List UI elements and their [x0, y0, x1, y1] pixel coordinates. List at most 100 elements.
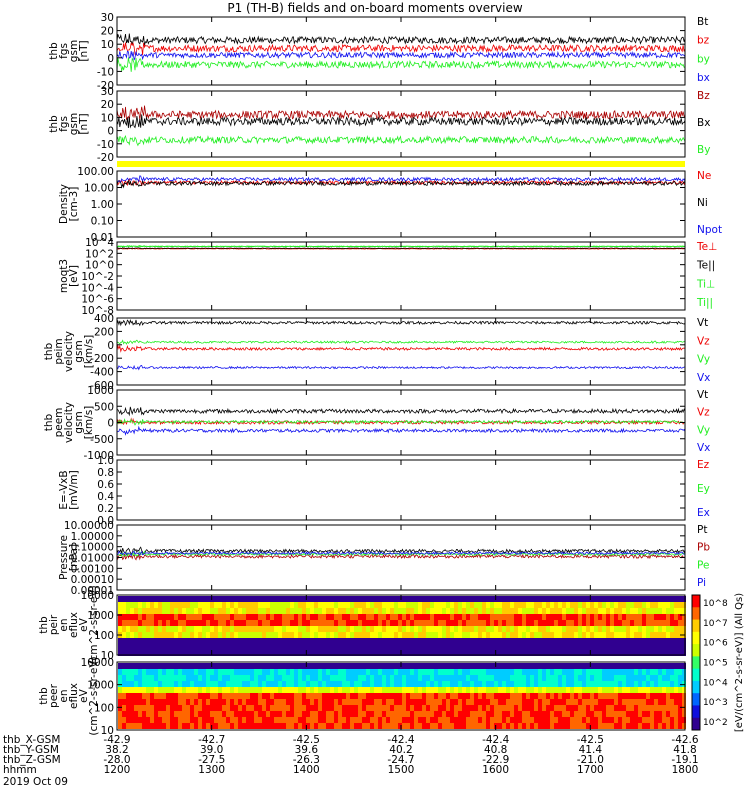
legend-entry: Vt: [697, 317, 708, 329]
heatmap-cell: [370, 596, 374, 602]
heatmap-cell: [330, 717, 334, 723]
heatmap-cell: [678, 711, 682, 717]
heatmap-cell: [382, 717, 386, 723]
heatmap-cell: [542, 693, 546, 699]
heatmap-cell: [442, 663, 446, 669]
heatmap-cell: [290, 608, 294, 614]
heatmap-cell: [126, 675, 130, 681]
heatmap-cell: [594, 626, 598, 632]
heatmap-cell: [450, 687, 454, 693]
heatmap-cell: [334, 693, 338, 699]
heatmap-cell: [610, 650, 614, 656]
heatmap-cell: [142, 644, 146, 650]
heatmap-cell: [346, 711, 350, 717]
heatmap-cell: [574, 699, 578, 705]
heatmap-cell: [586, 699, 590, 705]
heatmap-cell: [198, 675, 202, 681]
heatmap-cell: [246, 693, 250, 699]
heatmap-cell: [186, 650, 190, 656]
heatmap-cell: [198, 626, 202, 632]
heatmap-cell: [542, 632, 546, 638]
heatmap-cell: [230, 669, 234, 675]
heatmap-cell: [302, 699, 306, 705]
heatmap-cell: [218, 663, 222, 669]
y-tick-label: 30: [101, 12, 114, 24]
heatmap-cell: [534, 705, 538, 711]
heatmap-cell: [206, 638, 210, 644]
heatmap-cell: [366, 644, 370, 650]
heatmap-cell: [514, 717, 518, 723]
heatmap-cell: [206, 669, 210, 675]
heatmap-cell: [630, 693, 634, 699]
heatmap-cell: [570, 638, 574, 644]
heatmap-cell: [578, 723, 582, 729]
heatmap-cell: [302, 638, 306, 644]
heatmap-cell: [370, 620, 374, 626]
colorbar-label: [eV/(cm^2-s-sr-eV)] (All Qs): [734, 593, 745, 732]
heatmap-cell: [662, 717, 666, 723]
heatmap-cell: [402, 705, 406, 711]
heatmap-cell: [298, 705, 302, 711]
heatmap-cell: [202, 650, 206, 656]
heatmap-cell: [150, 693, 154, 699]
heatmap-cell: [454, 650, 458, 656]
heatmap-cell: [682, 663, 686, 669]
heatmap-cell: [238, 632, 242, 638]
heatmap-cell: [118, 687, 122, 693]
heatmap-cell: [474, 626, 478, 632]
heatmap-cell: [626, 650, 630, 656]
heatmap-cell: [562, 675, 566, 681]
heatmap-cell: [674, 723, 678, 729]
heatmap-cell: [178, 638, 182, 644]
heatmap-cell: [550, 596, 554, 602]
heatmap-cell: [258, 620, 262, 626]
heatmap-cell: [234, 699, 238, 705]
heatmap-cell: [534, 650, 538, 656]
heatmap-cell: [294, 608, 298, 614]
heatmap-cell: [426, 705, 430, 711]
footer-value: 40.8: [484, 744, 507, 756]
heatmap-cell: [506, 620, 510, 626]
heatmap-cell: [374, 626, 378, 632]
heatmap-cell: [398, 614, 402, 620]
heatmap-cell: [554, 638, 558, 644]
heatmap-cell: [202, 723, 206, 729]
heatmap-cell: [562, 711, 566, 717]
heatmap-cell: [278, 723, 282, 729]
heatmap-cell: [490, 711, 494, 717]
heatmap-cell: [206, 699, 210, 705]
heatmap-cell: [122, 711, 126, 717]
heatmap-cell: [358, 608, 362, 614]
heatmap-cell: [626, 663, 630, 669]
heatmap-cell: [402, 620, 406, 626]
heatmap-cell: [302, 614, 306, 620]
heatmap-cell: [366, 650, 370, 656]
heatmap-cell: [410, 620, 414, 626]
heatmap-cell: [466, 693, 470, 699]
heatmap-cell: [294, 705, 298, 711]
heatmap-cell: [478, 669, 482, 675]
heatmap-cell: [226, 723, 230, 729]
heatmap-cell: [490, 620, 494, 626]
series-line-Vy: [116, 418, 686, 426]
heatmap-cell: [450, 614, 454, 620]
heatmap-cell: [394, 687, 398, 693]
heatmap-cell: [210, 632, 214, 638]
heatmap-cell: [206, 681, 210, 687]
heatmap-cell: [538, 675, 542, 681]
heatmap-cell: [290, 717, 294, 723]
heatmap-cell: [242, 681, 246, 687]
heatmap-cell: [578, 681, 582, 687]
heatmap-cell: [322, 711, 326, 717]
heatmap-cell: [166, 711, 170, 717]
heatmap-cell: [202, 717, 206, 723]
heatmap-cell: [446, 693, 450, 699]
heatmap-cell: [358, 681, 362, 687]
heatmap-cell: [590, 602, 594, 608]
heatmap-cell: [214, 675, 218, 681]
heatmap-cell: [226, 687, 230, 693]
heatmap-cell: [306, 650, 310, 656]
heatmap-cell: [410, 699, 414, 705]
heatmap-cell: [134, 699, 138, 705]
heatmap-cell: [486, 687, 490, 693]
